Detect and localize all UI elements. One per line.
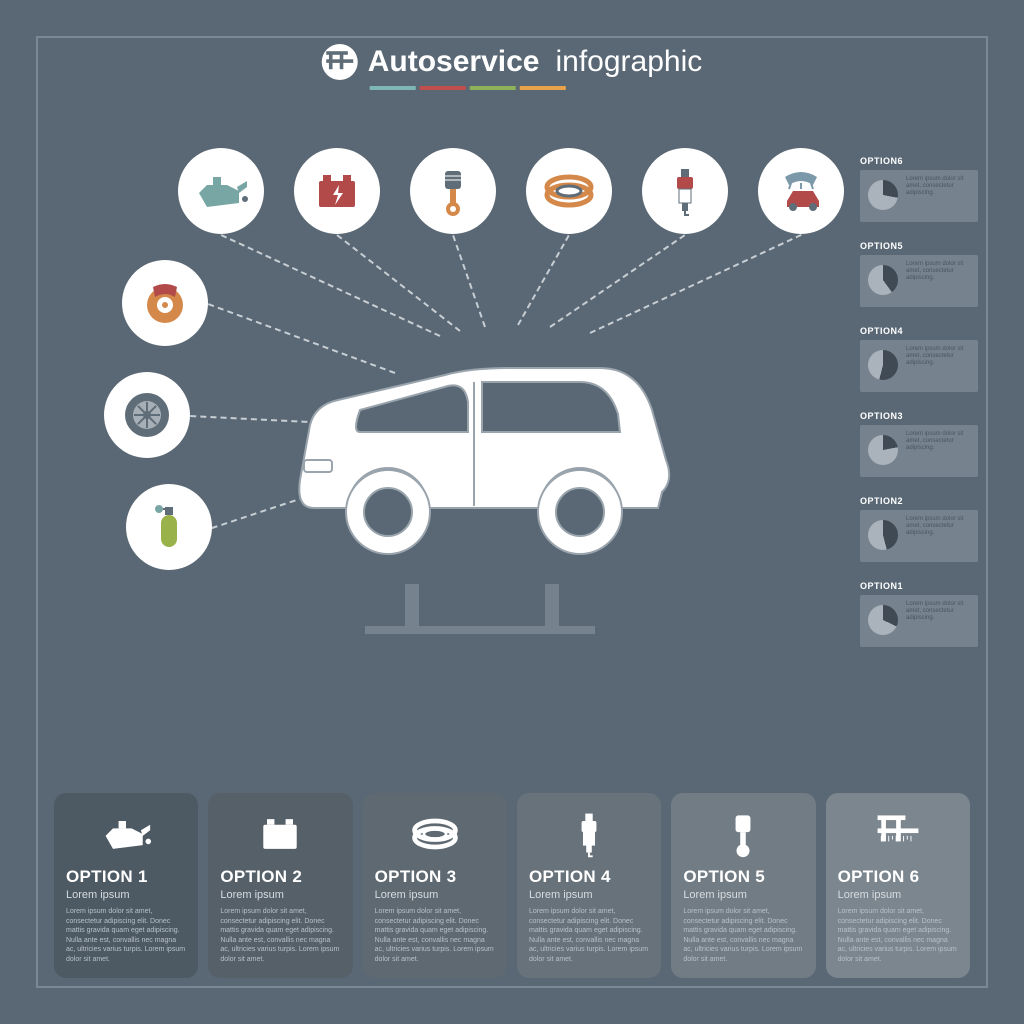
option-subtitle: Lorem ipsum xyxy=(66,889,186,901)
caliper-icon xyxy=(838,805,958,863)
option-card: OPTION 2 Lorem ipsum Lorem ipsum dolor s… xyxy=(208,793,352,978)
option-subtitle: Lorem ipsum xyxy=(838,889,958,901)
side-card-label: OPTION5 xyxy=(860,241,903,252)
brake-disc-icon xyxy=(122,260,208,346)
option-title: OPTION 2 xyxy=(220,867,340,887)
car-on-lift xyxy=(260,310,700,580)
side-option-card: OPTION4 Lorem ipsum dolor sit amet, cons… xyxy=(860,340,978,392)
car-wash-icon xyxy=(758,148,844,234)
option-card: OPTION 5 Lorem ipsum Lorem ipsum dolor s… xyxy=(671,793,815,978)
option-body: Lorem ipsum dolor sit amet, consectetur … xyxy=(375,907,495,964)
title-main: Autoservice xyxy=(368,45,540,79)
gas-cylinder-icon xyxy=(126,484,212,570)
side-card-label: OPTION1 xyxy=(860,581,903,592)
title-accent-bars xyxy=(370,86,703,90)
pie-icon xyxy=(868,520,898,550)
title-sub: infographic xyxy=(555,45,702,79)
option-subtitle: Lorem ipsum xyxy=(529,889,649,901)
option-title: OPTION 6 xyxy=(838,867,958,887)
side-option-card: OPTION5 Lorem ipsum dolor sit amet, cons… xyxy=(860,255,978,307)
piston-icon xyxy=(410,148,496,234)
lift-leg xyxy=(545,584,559,634)
option-card: OPTION 6 Lorem ipsum Lorem ipsum dolor s… xyxy=(826,793,970,978)
side-card-text: Lorem ipsum dolor sit amet, consectetur … xyxy=(906,516,963,536)
pie-icon xyxy=(868,605,898,635)
option-title: OPTION 3 xyxy=(375,867,495,887)
pie-icon xyxy=(868,435,898,465)
wheel-icon xyxy=(104,372,190,458)
side-card-text: Lorem ipsum dolor sit amet, consectetur … xyxy=(906,261,963,281)
option-body: Lorem ipsum dolor sit amet, consectetur … xyxy=(838,907,958,964)
side-card-text: Lorem ipsum dolor sit amet, consectetur … xyxy=(906,346,963,366)
battery-icon xyxy=(220,805,340,863)
oil-can-icon xyxy=(178,148,264,234)
option-body: Lorem ipsum dolor sit amet, consectetur … xyxy=(66,907,186,964)
option-subtitle: Lorem ipsum xyxy=(220,889,340,901)
side-card-text: Lorem ipsum dolor sit amet, consectetur … xyxy=(906,601,963,621)
option-body: Lorem ipsum dolor sit amet, consectetur … xyxy=(683,907,803,964)
pie-icon xyxy=(868,180,898,210)
air-filter-icon xyxy=(375,805,495,863)
option-title: OPTION 1 xyxy=(66,867,186,887)
option-body: Lorem ipsum dolor sit amet, consectetur … xyxy=(220,907,340,964)
side-option-card: OPTION1 Lorem ipsum dolor sit amet, cons… xyxy=(860,595,978,647)
lift-leg xyxy=(405,584,419,634)
side-option-card: OPTION2 Lorem ipsum dolor sit amet, cons… xyxy=(860,510,978,562)
pie-icon xyxy=(868,350,898,380)
option-title: OPTION 4 xyxy=(529,867,649,887)
side-card-label: OPTION6 xyxy=(860,156,903,167)
side-card-label: OPTION4 xyxy=(860,326,903,337)
side-option-card: OPTION6 Lorem ipsum dolor sit amet, cons… xyxy=(860,170,978,222)
air-filter-icon xyxy=(526,148,612,234)
side-card-text: Lorem ipsum dolor sit amet, consectetur … xyxy=(906,176,963,196)
option-cards: OPTION 1 Lorem ipsum Lorem ipsum dolor s… xyxy=(54,793,970,978)
side-card-label: OPTION3 xyxy=(860,411,903,422)
spark-plug-icon xyxy=(529,805,649,863)
option-card: OPTION 4 Lorem ipsum Lorem ipsum dolor s… xyxy=(517,793,661,978)
option-card: OPTION 1 Lorem ipsum Lorem ipsum dolor s… xyxy=(54,793,198,978)
option-subtitle: Lorem ipsum xyxy=(683,889,803,901)
caliper-icon xyxy=(322,44,358,80)
lift-bar xyxy=(365,626,595,634)
option-subtitle: Lorem ipsum xyxy=(375,889,495,901)
option-card: OPTION 3 Lorem ipsum Lorem ipsum dolor s… xyxy=(363,793,507,978)
option-body: Lorem ipsum dolor sit amet, consectetur … xyxy=(529,907,649,964)
spark-plug-icon xyxy=(642,148,728,234)
title: Autoservice infographic xyxy=(322,44,703,90)
battery-icon xyxy=(294,148,380,234)
option-title: OPTION 5 xyxy=(683,867,803,887)
side-card-label: OPTION2 xyxy=(860,496,903,507)
side-card-text: Lorem ipsum dolor sit amet, consectetur … xyxy=(906,431,963,451)
piston-icon xyxy=(683,805,803,863)
side-option-card: OPTION3 Lorem ipsum dolor sit amet, cons… xyxy=(860,425,978,477)
pie-icon xyxy=(868,265,898,295)
oil-can-icon xyxy=(66,805,186,863)
